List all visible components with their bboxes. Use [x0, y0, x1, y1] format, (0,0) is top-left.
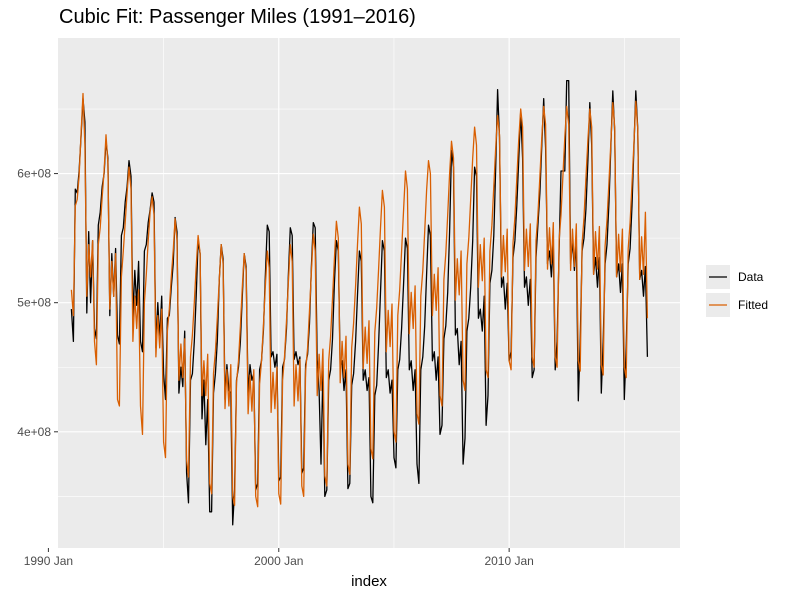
x-axis-title: index: [351, 573, 387, 590]
chart-title: Cubic Fit: Passenger Miles (1991–2016): [59, 6, 416, 28]
x-tick-label: 2000 Jan: [254, 554, 303, 568]
tick-labels: 4e+08 5e+08 6e+08 1990 Jan 2000 Jan 2010 Jan: [17, 167, 534, 568]
y-tick-label: 6e+08: [17, 167, 51, 181]
legend: Data Fitted: [706, 265, 768, 317]
axis-ticks: [47, 173, 510, 552]
series-line-data: [70, 79, 649, 526]
legend-label-data: Data: [738, 270, 764, 284]
y-tick-label: 5e+08: [17, 296, 51, 310]
series-line-fitted: [70, 92, 649, 508]
x-tick-label: 1990 Jan: [24, 554, 73, 568]
y-tick-label: 4e+08: [17, 425, 51, 439]
plot-background: [58, 38, 680, 548]
legend-label-fitted: Fitted: [738, 298, 768, 312]
x-tick-label: 2010 Jan: [484, 554, 533, 568]
series-layer: [70, 79, 649, 526]
